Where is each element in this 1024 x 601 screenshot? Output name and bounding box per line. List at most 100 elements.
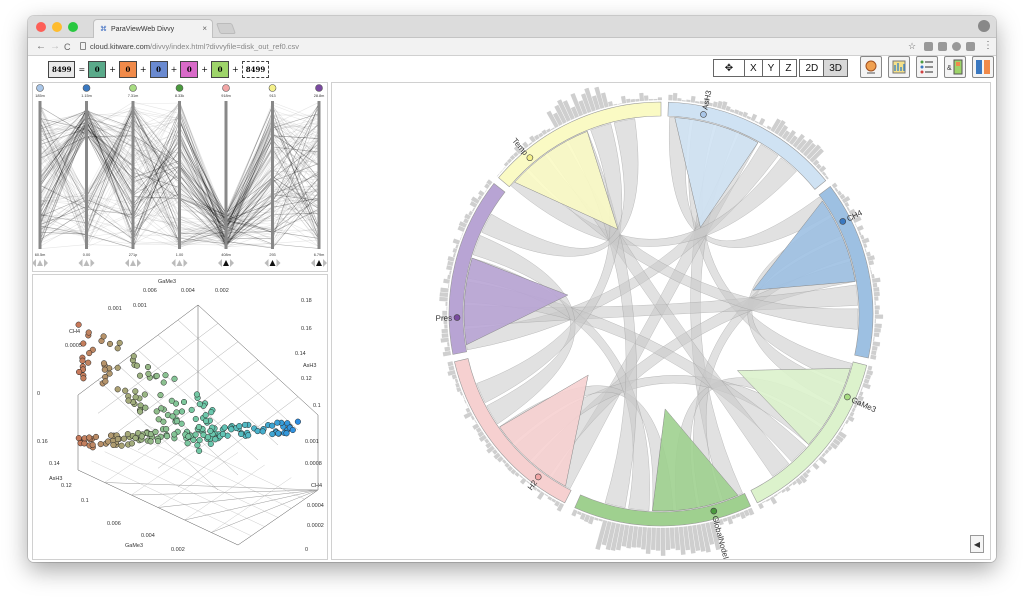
histogram-bar (777, 491, 782, 495)
histogram-bar (758, 502, 764, 510)
tab-close-icon[interactable]: × (202, 24, 207, 33)
axis-color-dot[interactable] (175, 84, 184, 92)
view-z-button[interactable]: Z (779, 59, 798, 77)
axis-sort-icon[interactable] (264, 259, 281, 267)
reset-camera-button[interactable]: ✥ (713, 59, 745, 77)
axis-color-dot[interactable] (36, 84, 44, 92)
scatter-axis-label: 0.006 (143, 288, 157, 294)
histogram-bar (459, 391, 463, 396)
back-icon[interactable]: ← (36, 41, 46, 52)
formula-term[interactable]: 0 (180, 60, 199, 78)
url-field[interactable]: cloud.kitware.com/divvy/index.html?divvy… (90, 42, 299, 51)
histogram-panel-icon[interactable] (888, 56, 910, 78)
layout-icon[interactable] (972, 56, 994, 78)
self-chord[interactable] (674, 117, 759, 229)
axis-color-dot[interactable] (129, 84, 137, 92)
histogram-bar (815, 163, 822, 170)
self-chord[interactable] (652, 408, 739, 512)
scatter-point (142, 404, 149, 411)
hover-select-icon[interactable] (860, 56, 882, 78)
scatter-point (101, 366, 108, 373)
profile-icon[interactable] (978, 20, 990, 32)
parallel-coordinates-panel[interactable]: 185m 60.5m 1.15m 0.00 7.31m 271p 8.33k 1.00 918m… (32, 82, 328, 272)
histogram-bar (872, 341, 881, 347)
group-arc[interactable] (818, 185, 874, 359)
group-arc[interactable] (498, 101, 662, 188)
self-chord[interactable] (499, 374, 589, 487)
axis-color-dot[interactable] (82, 84, 91, 92)
view-3d-button[interactable]: 3D (823, 59, 849, 77)
collapse-panel-button[interactable]: ◀ (970, 535, 984, 553)
formula-term[interactable]: 0 (211, 60, 229, 78)
axis-sort-icon[interactable] (32, 259, 48, 267)
axis-min-label: 0.00 (83, 253, 90, 257)
reload-icon[interactable]: C (64, 42, 71, 52)
field-list-icon[interactable] (916, 56, 938, 78)
axis-color-dot[interactable] (268, 84, 277, 92)
histogram-bar (485, 442, 493, 449)
extension-icon[interactable] (966, 42, 975, 51)
self-chord[interactable] (514, 131, 619, 230)
axis-color-dot[interactable] (222, 84, 230, 92)
axis-color-dot[interactable] (315, 84, 323, 92)
new-tab-button[interactable] (215, 23, 237, 34)
menu-icon[interactable]: ⋮ (983, 40, 993, 51)
bookmark-star-icon[interactable]: ☆ (908, 41, 917, 51)
scatter-point (86, 350, 93, 357)
view-y-button[interactable]: Y (761, 59, 781, 77)
group-arc[interactable] (750, 361, 868, 504)
self-chord[interactable] (736, 368, 851, 445)
chord-ribbon[interactable] (481, 118, 639, 257)
annotation-editor-icon[interactable]: & (944, 56, 966, 78)
histogram-bar (452, 252, 456, 258)
histogram-bar (544, 493, 549, 497)
group-label[interactable]: AsH3 (699, 89, 714, 118)
axis-sort-icon[interactable] (218, 259, 234, 267)
mutual-information-panel[interactable]: AsH3 CH4 GaMe3 GlobalNodeId H2 Pres Temp ◀ (331, 82, 991, 562)
chord-ribbon[interactable] (476, 123, 623, 404)
browser-window: ⌘ ParaViewWeb Divvy × ← → C cloud.kitwar… (28, 16, 996, 562)
axis-sort-icon[interactable] (171, 259, 188, 267)
histogram-bar (554, 500, 561, 507)
axis-min-label: 1.00 (176, 253, 183, 257)
extension-icon[interactable] (938, 42, 947, 51)
forward-icon[interactable]: → (50, 41, 60, 52)
axis-sort-icon[interactable] (125, 259, 141, 267)
scatter-axis-label: 0.004 (181, 288, 195, 294)
self-chord[interactable] (463, 257, 569, 346)
histogram-bar (506, 158, 512, 164)
formula-term[interactable]: 0 (149, 60, 168, 78)
group-arc[interactable] (454, 358, 572, 504)
chord-ribbon[interactable] (472, 235, 576, 425)
axis-sort-icon[interactable] (78, 259, 95, 267)
minimize-window-button[interactable] (52, 22, 62, 32)
histogram-bar (848, 208, 856, 215)
group-arc[interactable] (574, 493, 751, 527)
browser-tab[interactable]: ⌘ ParaViewWeb Divvy × (93, 19, 213, 38)
view-2d-button[interactable]: 2D (799, 59, 825, 77)
extension-icon[interactable] (924, 42, 933, 51)
group-arc[interactable] (667, 101, 827, 190)
scatter-point (196, 437, 203, 444)
parallel-coordinates-plot[interactable]: 185m 60.5m 1.15m 0.00 7.31m 271p 8.33k 1.00 918m… (32, 83, 327, 271)
self-chord[interactable] (752, 200, 856, 291)
histogram-bar (528, 142, 533, 146)
group-label[interactable]: Pres (436, 314, 461, 323)
histogram-bar (553, 112, 563, 126)
view-x-button[interactable]: X (744, 59, 763, 77)
axis-sort-icon[interactable] (311, 259, 327, 267)
histogram-bar (456, 387, 462, 393)
chord-ribbon[interactable] (510, 157, 797, 247)
formula-term[interactable]: 0 (88, 60, 107, 78)
axis-max-label: 8.33k (175, 94, 184, 98)
address-bar: ← → C cloud.kitware.com/divvy/index.html… (28, 38, 996, 56)
scatter-plot-panel[interactable]: GaMe3 0.006 0.004 0.002 0.18 0.16 0.14 AsH3 0.12… (32, 274, 328, 560)
maximize-window-button[interactable] (68, 22, 78, 32)
close-window-button[interactable] (36, 22, 46, 32)
scatter-axis-label: 0.14 (49, 461, 60, 467)
info-icon[interactable] (952, 42, 961, 51)
group-arc[interactable] (448, 183, 506, 355)
formula-term[interactable]: 0 (118, 60, 137, 78)
